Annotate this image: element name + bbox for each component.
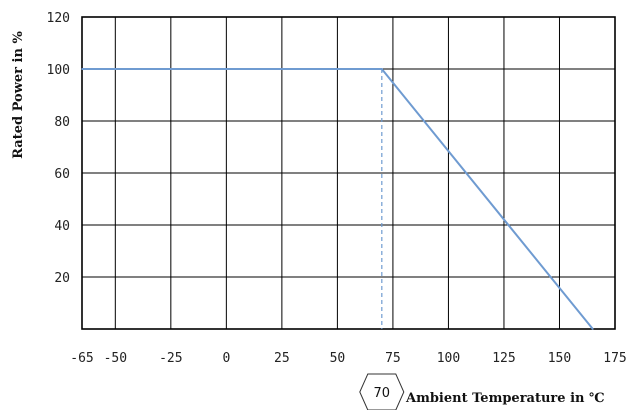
- knee-callout-hexagon: [359, 373, 405, 410]
- data-point: [591, 328, 594, 330]
- y-tick-labels: 20 40 60 80 100 120: [47, 11, 70, 286]
- y-tick-label: 80: [54, 115, 70, 130]
- plot-border: [81, 16, 616, 330]
- x-tick-label: 175: [603, 351, 626, 366]
- x-axis-title: Ambient Temperature in ℃: [405, 391, 605, 406]
- y-tick-label: 100: [47, 63, 70, 78]
- y-axis-title: Rated Power in %: [11, 31, 26, 159]
- y-tick-label: 40: [54, 219, 70, 234]
- x-tick-label: 150: [548, 351, 571, 366]
- x-tick-label: 100: [437, 351, 460, 366]
- x-tick-label: 75: [385, 351, 401, 366]
- y-tick-label: 20: [54, 271, 70, 286]
- grid: [82, 16, 616, 329]
- x-tick-label: 125: [492, 351, 515, 366]
- x-tick-label: -50: [104, 351, 127, 366]
- x-tick-label: -65: [70, 351, 93, 366]
- knee-callout-label: 70: [374, 386, 391, 401]
- x-tick-label: 25: [274, 351, 290, 366]
- y-tick-label: 60: [54, 167, 70, 182]
- x-tick-label: -25: [159, 351, 182, 366]
- x-tick-label: 50: [330, 351, 346, 366]
- y-tick-label: 120: [47, 11, 70, 26]
- plot-frame: [81, 16, 616, 330]
- data-point: [81, 68, 83, 70]
- x-tick-labels: -65 -50 -25 0 25 50 75 100 125 150 175: [70, 351, 626, 366]
- x-tick-label: 0: [222, 351, 230, 366]
- annotation-layer: 70: [359, 69, 405, 410]
